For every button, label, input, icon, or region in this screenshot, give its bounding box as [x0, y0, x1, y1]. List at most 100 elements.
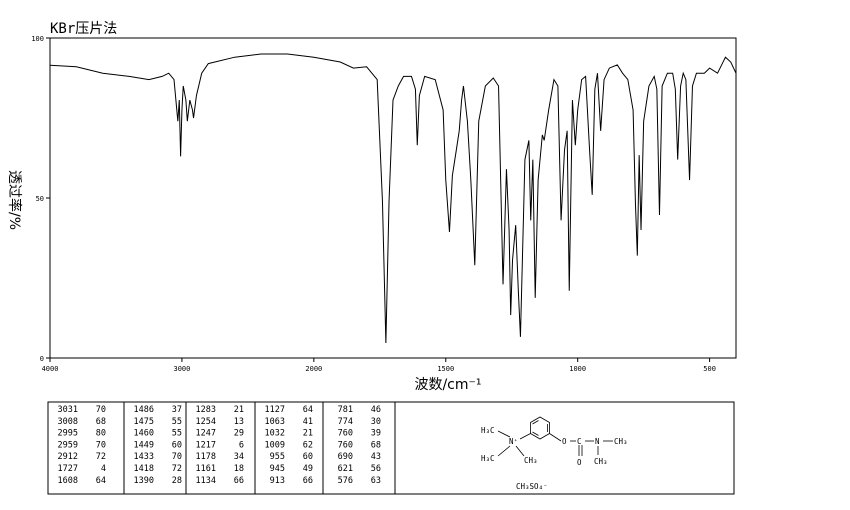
- y-axis-label: 透过率/%: [6, 170, 23, 230]
- peak-transmittance: 72: [96, 452, 106, 462]
- atom-label: O: [577, 458, 582, 467]
- peak-wavenumber: 1161: [196, 464, 216, 474]
- peak-transmittance: 43: [371, 452, 381, 462]
- peak-wavenumber: 2959: [58, 440, 78, 450]
- peak-transmittance: 21: [303, 429, 313, 439]
- peak-wavenumber: 1449: [134, 440, 154, 450]
- atom-label: N⁺: [509, 437, 518, 446]
- peak-wavenumber: 1460: [134, 429, 154, 439]
- peak-transmittance: 55: [172, 429, 182, 439]
- atom-label: O: [562, 437, 567, 446]
- peak-wavenumber: 3008: [58, 417, 78, 427]
- x-tick-label: 3000: [173, 365, 190, 373]
- peak-transmittance: 56: [371, 464, 381, 474]
- peak-wavenumber: 576: [338, 476, 353, 486]
- peak-transmittance: 4: [101, 464, 106, 474]
- peak-transmittance: 64: [303, 405, 313, 415]
- peak-transmittance: 21: [234, 405, 244, 415]
- peak-transmittance: 55: [172, 417, 182, 427]
- atom-label: H₃C: [481, 426, 495, 435]
- spectrum-line: [49, 53, 737, 343]
- peak-wavenumber: 781: [338, 405, 353, 415]
- peak-transmittance: 64: [96, 476, 106, 486]
- peak-wavenumber: 621: [338, 464, 353, 474]
- peak-wavenumber: 1134: [196, 476, 216, 486]
- peak-wavenumber: 760: [338, 440, 353, 450]
- peak-transmittance: 49: [303, 464, 313, 474]
- peak-transmittance: 34: [234, 452, 244, 462]
- x-tick-label: 2000: [305, 365, 322, 373]
- counterion: CH₃SO₄⁻: [516, 482, 548, 491]
- peak-wavenumber: 945: [270, 464, 285, 474]
- peak-wavenumber: 690: [338, 452, 353, 462]
- peak-wavenumber: 1217: [196, 440, 216, 450]
- peak-transmittance: 80: [96, 429, 106, 439]
- atom-label: H₃C: [481, 454, 495, 463]
- structure-bonds: [497, 416, 613, 457]
- peak-transmittance: 70: [96, 440, 106, 450]
- x-axis-label: 波数/cm⁻¹: [414, 377, 481, 393]
- peak-transmittance: 39: [371, 429, 381, 439]
- peak-wavenumber: 1178: [196, 452, 216, 462]
- peak-transmittance: 62: [303, 440, 313, 450]
- peak-wavenumber: 1727: [58, 464, 78, 474]
- peak-wavenumber: 2912: [58, 452, 78, 462]
- peak-wavenumber: 913: [270, 476, 285, 486]
- peak-wavenumber: 1009: [265, 440, 285, 450]
- chart-title: KBr压片法: [50, 21, 117, 37]
- peak-wavenumber: 760: [338, 429, 353, 439]
- peak-wavenumber: 1433: [134, 452, 154, 462]
- peak-transmittance: 37: [172, 405, 182, 415]
- structure: H₃C H₃C N⁺ CH₃ O C O N CH₃ CH₃ CH₃SO₄⁻: [481, 426, 628, 491]
- peak-transmittance: 41: [303, 417, 313, 427]
- peak-transmittance: 70: [96, 405, 106, 415]
- peak-wavenumber: 955: [270, 452, 285, 462]
- peak-transmittance: 68: [371, 440, 381, 450]
- peak-wavenumber: 1283: [196, 405, 216, 415]
- y-tick-label: 100: [31, 35, 44, 43]
- x-tick-label: 4000: [42, 365, 59, 373]
- atom-label: CH₃: [594, 457, 608, 466]
- atom-label: CH₃: [524, 456, 538, 465]
- peak-wavenumber: 774: [338, 417, 353, 427]
- peak-wavenumber: 1608: [58, 476, 78, 486]
- x-tick-label: 1000: [569, 365, 586, 373]
- atom-label: N: [595, 437, 600, 446]
- y-tick-label: 50: [36, 195, 44, 203]
- peak-wavenumber: 1254: [196, 417, 216, 427]
- peak-wavenumber: 2995: [58, 429, 78, 439]
- peak-transmittance: 72: [172, 464, 182, 474]
- peak-transmittance: 18: [234, 464, 244, 474]
- plot-frame: [49, 37, 737, 359]
- peak-transmittance: 13: [234, 417, 244, 427]
- peak-transmittance: 28: [172, 476, 182, 486]
- peak-wavenumber: 3031: [58, 405, 78, 415]
- peak-transmittance: 68: [96, 417, 106, 427]
- table-dividers: [123, 402, 396, 494]
- peak-transmittance: 63: [371, 476, 381, 486]
- peak-wavenumber: 1475: [134, 417, 154, 427]
- x-tick-label: 500: [703, 365, 716, 373]
- peak-transmittance: 70: [172, 452, 182, 462]
- x-tick-label: 1500: [437, 365, 454, 373]
- peak-transmittance: 29: [234, 429, 244, 439]
- peak-transmittance: 60: [172, 440, 182, 450]
- peak-table-frame: [47, 401, 735, 495]
- peak-transmittance: 30: [371, 417, 381, 427]
- peak-transmittance: 60: [303, 452, 313, 462]
- y-tick-label: 0: [40, 355, 44, 363]
- atom-label: C: [577, 437, 582, 446]
- peak-wavenumber: 1390: [134, 476, 154, 486]
- peak-wavenumber: 1063: [265, 417, 285, 427]
- peak-wavenumber: 1486: [134, 405, 154, 415]
- atom-label: CH₃: [614, 437, 628, 446]
- peak-transmittance: 46: [371, 405, 381, 415]
- peak-wavenumber: 1032: [265, 429, 285, 439]
- peak-wavenumber: 1127: [265, 405, 285, 415]
- peak-wavenumber: 1418: [134, 464, 154, 474]
- peak-transmittance: 66: [234, 476, 244, 486]
- peak-wavenumber: 1247: [196, 429, 216, 439]
- peak-transmittance: 6: [239, 440, 244, 450]
